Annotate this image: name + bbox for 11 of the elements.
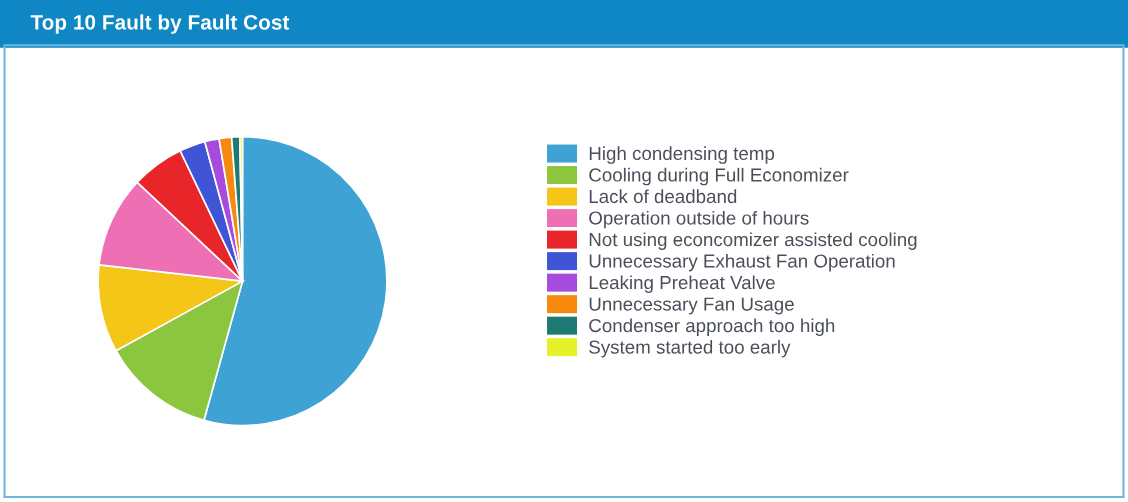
legend-label: High condensing temp: [589, 146, 775, 164]
legend-label: Not using econcomizer assisted cooling: [589, 232, 917, 250]
legend-label: Unnecessary Exhaust Fan Operation: [589, 253, 895, 272]
chart-title: Top 10 Fault by Fault Cost: [30, 14, 290, 34]
legend-label: System started too early: [589, 339, 791, 358]
legend-label: Lack of deadband: [589, 189, 737, 204]
legend-label: Unnecessary Fan Usage: [589, 297, 794, 315]
legend-label: Leaking Preheat Valve: [589, 275, 775, 293]
legend-label: Cooling during Full Economizer: [589, 167, 849, 186]
legend-label: Operation outside of hours: [589, 210, 809, 229]
legend-label: Condenser approach too high: [589, 318, 835, 336]
